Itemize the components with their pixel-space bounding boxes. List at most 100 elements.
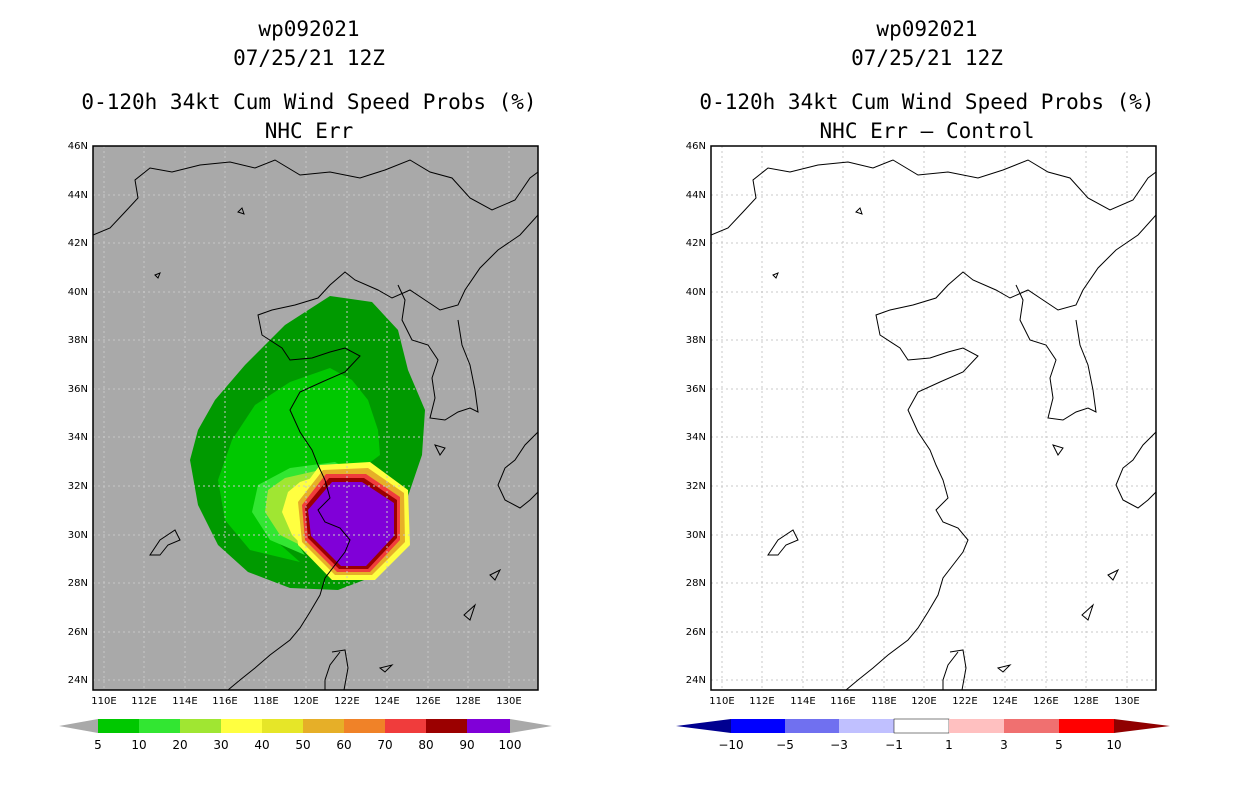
colorbar-left-bin bbox=[139, 719, 180, 733]
lon-tick-122e: 122E bbox=[952, 696, 977, 707]
lat-tick-44n: 44N bbox=[68, 190, 88, 201]
colorbar-label-30: 30 bbox=[213, 738, 228, 752]
colorbar-label-10: 10 bbox=[131, 738, 146, 752]
map-background bbox=[711, 146, 1156, 690]
colorbar-label-60: 60 bbox=[336, 738, 351, 752]
colorbar-label-5: 5 bbox=[94, 738, 102, 752]
right-map-svg: 24N 26N 28N 30N 32N 34N 36N 38N 40N 42N … bbox=[676, 141, 1170, 752]
colorbar-left-bin bbox=[426, 719, 467, 733]
lat-ticks: 24N 26N 28N 30N 32N 34N 36N 38N 40N 42N … bbox=[686, 141, 706, 686]
lon-tick-118e: 118E bbox=[253, 696, 278, 707]
lon-tick-126e: 126E bbox=[415, 696, 440, 707]
colorbar-label-neg10: −10 bbox=[718, 738, 743, 752]
lat-tick-24n: 24N bbox=[686, 675, 706, 686]
lat-tick-46n: 46N bbox=[686, 141, 706, 152]
lon-tick-122e: 122E bbox=[334, 696, 359, 707]
colorbar-right-labels: −10 −5 −3 −1 1 3 5 10 bbox=[718, 738, 1121, 752]
lat-tick-40n: 40N bbox=[68, 287, 88, 298]
lon-tick-130e: 130E bbox=[1114, 696, 1139, 707]
colorbar-right-bin bbox=[731, 719, 785, 733]
map-gridlines bbox=[711, 146, 1156, 690]
lat-tick-40n: 40N bbox=[686, 287, 706, 298]
product-title: 0-120h 34kt Cum Wind Speed Probs (%) bbox=[699, 90, 1155, 114]
colorbar-right-low-arrow bbox=[676, 719, 731, 733]
colorbar-label-50: 50 bbox=[295, 738, 310, 752]
colorbar-label-10: 10 bbox=[1106, 738, 1121, 752]
left-map-svg: 24N 26N 28N 30N 32N 34N 36N 38N 40N 42N … bbox=[59, 141, 552, 752]
colorbar-label-100: 100 bbox=[499, 738, 522, 752]
colorbar-right bbox=[676, 718, 1170, 734]
colorbar-label-3: 3 bbox=[1000, 738, 1008, 752]
lon-tick-116e: 116E bbox=[212, 696, 237, 707]
lat-tick-34n: 34N bbox=[68, 432, 88, 443]
colorbar-right-bin bbox=[1059, 719, 1114, 733]
colorbar-label-neg1: −1 bbox=[885, 738, 903, 752]
right-panel: wp092021 07/25/21 12Z 0-120h 34kt Cum Wi… bbox=[618, 0, 1236, 800]
lon-ticks: 110E 112E 114E 116E 118E 120E 122E 124E … bbox=[709, 696, 1139, 707]
left-panel: wp092021 07/25/21 12Z 0-120h 34kt Cum Wi… bbox=[59, 17, 552, 752]
colorbar-left-bin bbox=[303, 719, 344, 733]
map-frame bbox=[92, 145, 539, 691]
lat-tick-38n: 38N bbox=[68, 335, 88, 346]
colorbar-left-bin bbox=[262, 719, 303, 733]
colorbar-label-70: 70 bbox=[377, 738, 392, 752]
lat-tick-34n: 34N bbox=[686, 432, 706, 443]
lon-tick-120e: 120E bbox=[911, 696, 936, 707]
lon-tick-124e: 124E bbox=[374, 696, 399, 707]
lon-tick-130e: 130E bbox=[496, 696, 521, 707]
lat-tick-32n: 32N bbox=[686, 481, 706, 492]
lat-tick-30n: 30N bbox=[686, 530, 706, 541]
lon-tick-128e: 128E bbox=[1073, 696, 1098, 707]
lon-tick-116e: 116E bbox=[830, 696, 855, 707]
colorbar-left-bin bbox=[467, 719, 510, 733]
coastlines bbox=[711, 159, 1156, 690]
lat-ticks: 24N 26N 28N 30N 32N 34N 36N 38N 40N 42N … bbox=[68, 141, 88, 686]
lon-tick-128e: 128E bbox=[455, 696, 480, 707]
storm-id: wp092021 bbox=[258, 17, 360, 41]
probability-field bbox=[190, 296, 425, 590]
colorbar-left bbox=[59, 719, 552, 733]
subtitle: NHC Err – Control bbox=[819, 119, 1035, 143]
colorbar-left-bin bbox=[344, 719, 385, 733]
colorbar-right-bin bbox=[893, 718, 950, 734]
map-frame bbox=[710, 145, 1157, 691]
colorbar-left-bin bbox=[385, 719, 426, 733]
lon-tick-118e: 118E bbox=[871, 696, 896, 707]
lon-ticks: 110E 112E 114E 116E 118E 120E 122E 124E … bbox=[91, 696, 521, 707]
colorbar-left-bin bbox=[180, 719, 221, 733]
lat-tick-28n: 28N bbox=[686, 578, 706, 589]
colorbar-left-low-arrow bbox=[59, 719, 98, 733]
colorbar-left-labels: 5 10 20 30 40 50 60 70 80 90 100 bbox=[94, 738, 521, 752]
map-gridlines bbox=[93, 146, 538, 690]
datetime: 07/25/21 12Z bbox=[851, 46, 1003, 70]
product-title: 0-120h 34kt Cum Wind Speed Probs (%) bbox=[81, 90, 537, 114]
colorbar-left-bin bbox=[98, 719, 139, 733]
lat-tick-46n: 46N bbox=[68, 141, 88, 152]
lat-tick-26n: 26N bbox=[686, 627, 706, 638]
coastlines bbox=[93, 159, 538, 690]
lat-tick-24n: 24N bbox=[68, 675, 88, 686]
colorbar-right-high-arrow bbox=[1114, 719, 1170, 733]
colorbar-label-40: 40 bbox=[254, 738, 269, 752]
storm-id: wp092021 bbox=[876, 17, 978, 41]
lon-tick-114e: 114E bbox=[172, 696, 197, 707]
lat-tick-42n: 42N bbox=[68, 238, 88, 249]
colorbar-right-bin bbox=[1004, 719, 1059, 733]
lat-tick-36n: 36N bbox=[68, 384, 88, 395]
lat-tick-26n: 26N bbox=[68, 627, 88, 638]
colorbar-label-1: 1 bbox=[945, 738, 953, 752]
colorbar-label-neg5: −5 bbox=[776, 738, 794, 752]
lat-tick-36n: 36N bbox=[686, 384, 706, 395]
colorbar-right-bin bbox=[949, 719, 1004, 733]
subtitle: NHC Err bbox=[264, 119, 354, 143]
lon-tick-126e: 126E bbox=[1033, 696, 1058, 707]
lat-tick-28n: 28N bbox=[68, 578, 88, 589]
colorbar-label-80: 80 bbox=[418, 738, 433, 752]
lat-tick-38n: 38N bbox=[686, 335, 706, 346]
colorbar-right-bin bbox=[785, 719, 839, 733]
colorbar-label-20: 20 bbox=[172, 738, 187, 752]
lon-tick-110e: 110E bbox=[91, 696, 116, 707]
colorbar-left-high-arrow bbox=[510, 719, 552, 733]
lat-tick-30n: 30N bbox=[68, 530, 88, 541]
lat-tick-32n: 32N bbox=[68, 481, 88, 492]
